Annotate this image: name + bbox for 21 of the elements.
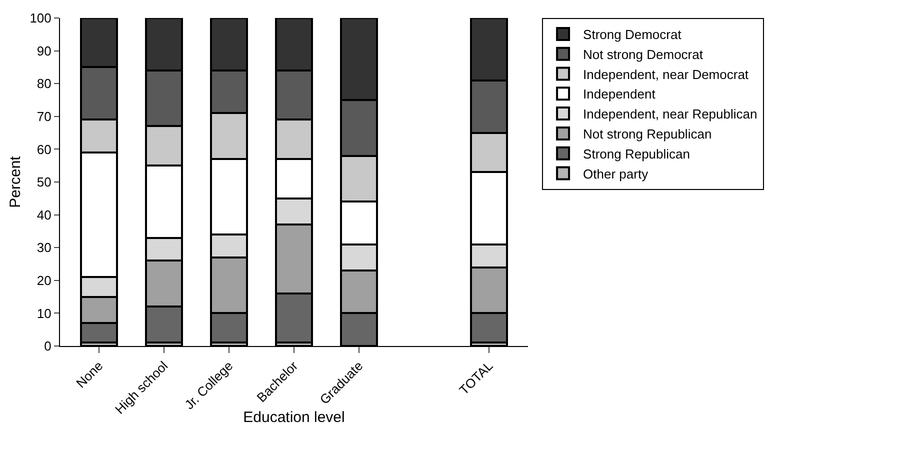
y-tick-label: 30 bbox=[36, 240, 52, 256]
x-axis-title: Education level bbox=[243, 409, 345, 426]
legend-label: Not strong Democrat bbox=[583, 46, 704, 62]
legend-label: Independent bbox=[583, 86, 656, 102]
y-tick-label: 70 bbox=[36, 108, 52, 124]
y-tick-label: 0 bbox=[44, 338, 52, 354]
legend-label: Other party bbox=[583, 166, 649, 182]
legend-label: Strong Democrat bbox=[583, 27, 682, 42]
legend-label: Not strong Republican bbox=[583, 126, 712, 142]
y-tick-label: 20 bbox=[36, 272, 52, 288]
y-tick-label: 60 bbox=[36, 142, 52, 157]
y-tick-label: 90 bbox=[36, 43, 52, 58]
y-tick-label: 80 bbox=[36, 76, 52, 92]
y-tick-label: 10 bbox=[36, 306, 52, 321]
y-axis-title: Percent bbox=[7, 155, 24, 208]
y-tick-label: 100 bbox=[30, 10, 52, 26]
y-tick-label: 40 bbox=[36, 207, 52, 222]
legend-label: Independent, near Republican bbox=[583, 106, 758, 122]
legend-label: Independent, near Democrat bbox=[583, 66, 749, 82]
legend-label: Strong Republican bbox=[583, 146, 690, 162]
y-tick-label: 50 bbox=[36, 174, 52, 190]
